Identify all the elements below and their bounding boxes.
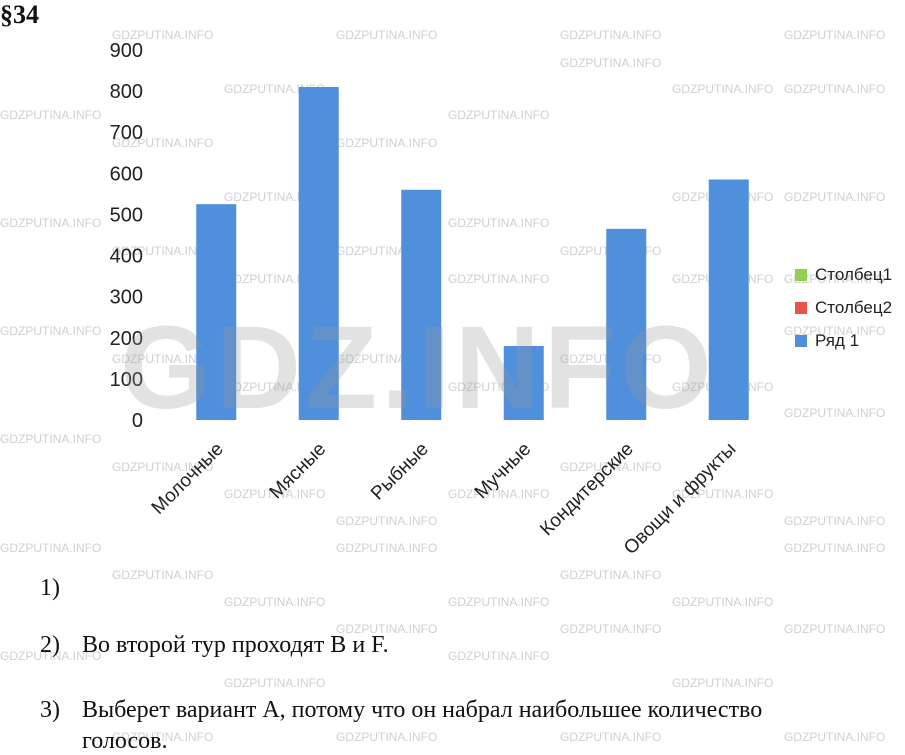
legend-item-ryad1: Ряд 1 bbox=[795, 324, 892, 357]
watermark-text: GDZPUTINA.INFO bbox=[0, 432, 102, 446]
watermark-text: GDZPUTINA.INFO bbox=[672, 487, 774, 501]
watermark-text: GDZPUTINA.INFO bbox=[336, 136, 438, 150]
watermark-text: GDZPUTINA.INFO bbox=[336, 622, 438, 636]
watermark-text: GDZPUTINA.INFO bbox=[336, 514, 438, 528]
watermark-text: GDZPUTINA.INFO bbox=[784, 622, 886, 636]
watermark-text: GDZPUTINA.INFO bbox=[336, 541, 438, 555]
answer-3-continued-text: голосов. bbox=[82, 728, 168, 754]
y-tick-label: 900 bbox=[110, 40, 143, 62]
watermark-text: GDZPUTINA.INFO bbox=[784, 28, 886, 42]
watermark-text: GDZPUTINA.INFO bbox=[0, 324, 102, 338]
watermark-text: GDZPUTINA.INFO bbox=[560, 460, 662, 474]
bar-6 bbox=[708, 179, 749, 420]
watermark-text: GDZPUTINA.INFO bbox=[784, 514, 886, 528]
watermark-text: GDZPUTINA.INFO bbox=[112, 568, 214, 582]
legend-item-stolbets1: Столбец1 bbox=[795, 258, 892, 291]
chart-legend: Столбец1 Столбец2 Ряд 1 bbox=[795, 258, 892, 357]
watermark-text: GDZPUTINA.INFO bbox=[784, 272, 886, 286]
watermark-text: GDZPUTINA.INFO bbox=[112, 352, 214, 366]
y-tick-label: 500 bbox=[110, 204, 143, 226]
y-tick-label: 0 bbox=[132, 410, 143, 432]
x-tick-label: Мясные bbox=[266, 439, 331, 504]
watermark-text: GDZPUTINA.INFO bbox=[672, 82, 774, 96]
y-tick-label: 400 bbox=[110, 246, 143, 268]
watermark-big: GDZ.INFO bbox=[120, 302, 716, 434]
bar-2 bbox=[298, 87, 339, 420]
y-tick-label: 200 bbox=[110, 328, 143, 350]
watermark-text: GDZPUTINA.INFO bbox=[784, 324, 886, 338]
legend-label-stolbets1: Столбец1 bbox=[815, 264, 893, 284]
watermark-text: GDZPUTINA.INFO bbox=[224, 595, 326, 609]
watermark-text: GDZPUTINA.INFO bbox=[448, 216, 550, 230]
bar-3 bbox=[401, 189, 442, 420]
legend-label-stolbets2: Столбец2 bbox=[815, 297, 893, 317]
watermark-text: GDZPUTINA.INFO bbox=[448, 272, 550, 286]
watermark-text: GDZPUTINA.INFO bbox=[784, 730, 886, 744]
y-tick-label: 800 bbox=[110, 81, 143, 103]
answer-2-text: Во второй тур проходят B и F. bbox=[82, 632, 389, 658]
watermark-text: GDZPUTINA.INFO bbox=[224, 676, 326, 690]
legend-swatch-ryad1 bbox=[795, 334, 807, 347]
y-tick-label: 700 bbox=[110, 122, 143, 144]
section-number: §34 bbox=[0, 0, 39, 29]
watermark-text: GDZPUTINA.INFO bbox=[560, 622, 662, 636]
y-tick-label: 100 bbox=[110, 369, 143, 391]
watermark-text: GDZPUTINA.INFO bbox=[560, 28, 662, 42]
watermark-text: GDZPUTINA.INFO bbox=[336, 730, 438, 744]
watermark-text: GDZPUTINA.INFO bbox=[112, 28, 214, 42]
legend-swatch-stolbets1 bbox=[795, 268, 807, 281]
legend-swatch-stolbets2 bbox=[795, 301, 807, 314]
answer-3-number: 3) bbox=[40, 697, 60, 723]
watermark-text: GDZPUTINA.INFO bbox=[448, 487, 550, 501]
watermark-text: GDZPUTINA.INFO bbox=[448, 595, 550, 609]
watermark-text: GDZPUTINA.INFO bbox=[448, 108, 550, 122]
watermark-text: GDZPUTINA.INFO bbox=[448, 649, 550, 663]
watermark-text: GDZPUTINA.INFO bbox=[0, 108, 102, 122]
watermark-text: GDZPUTINA.INFO bbox=[560, 56, 662, 70]
legend-label-ryad1: Ряд 1 bbox=[815, 330, 860, 350]
watermark-text: GDZPUTINA.INFO bbox=[336, 28, 438, 42]
y-tick-label: 300 bbox=[110, 287, 143, 309]
bar-5 bbox=[606, 228, 647, 420]
watermark-text: GDZPUTINA.INFO bbox=[0, 649, 102, 663]
x-tick-label: Рыбные bbox=[367, 439, 433, 505]
answer-1-number: 1) bbox=[40, 575, 60, 601]
x-tick-label: Молочные bbox=[148, 439, 228, 519]
watermark-text: GDZPUTINA.INFO bbox=[112, 136, 214, 150]
watermark-text: GDZPUTINA.INFO bbox=[224, 487, 326, 501]
watermark-text: GDZPUTINA.INFO bbox=[784, 541, 886, 555]
watermark-text: GDZPUTINA.INFO bbox=[112, 730, 214, 744]
watermark-text: GDZPUTINA.INFO bbox=[0, 216, 102, 230]
x-tick-label: Овощи и фрукты bbox=[620, 439, 740, 559]
watermark-text: GDZPUTINA.INFO bbox=[560, 730, 662, 744]
watermark-text: GDZPUTINA.INFO bbox=[672, 595, 774, 609]
watermark-text: GDZPUTINA.INFO bbox=[784, 82, 886, 96]
watermark-text: GDZPUTINA.INFO bbox=[560, 568, 662, 582]
x-tick-label: Мучные bbox=[471, 439, 535, 503]
y-tick-label: 600 bbox=[110, 163, 143, 185]
watermark-text: GDZPUTINA.INFO bbox=[784, 190, 886, 204]
watermark-text: GDZPUTINA.INFO bbox=[112, 244, 214, 258]
watermark-text: GDZPUTINA.INFO bbox=[672, 676, 774, 690]
bar-chart: 0 100 200 300 400 500 600 700 800 900 Молочные Мясн… bbox=[110, 40, 749, 559]
watermark-text: GDZPUTINA.INFO bbox=[0, 541, 102, 555]
answer-3-text: Выберет вариант A, потому что он набрал … bbox=[82, 697, 763, 723]
legend-item-stolbets2: Столбец2 bbox=[795, 291, 892, 324]
bar-1 bbox=[196, 204, 237, 420]
bar-4 bbox=[503, 346, 544, 420]
x-tick-label: Кондитерские bbox=[536, 439, 637, 540]
watermark-text: GDZPUTINA.INFO bbox=[784, 406, 886, 420]
watermark-text: GDZPUTINA.INFO bbox=[112, 460, 214, 474]
answer-2-number: 2) bbox=[40, 632, 60, 658]
